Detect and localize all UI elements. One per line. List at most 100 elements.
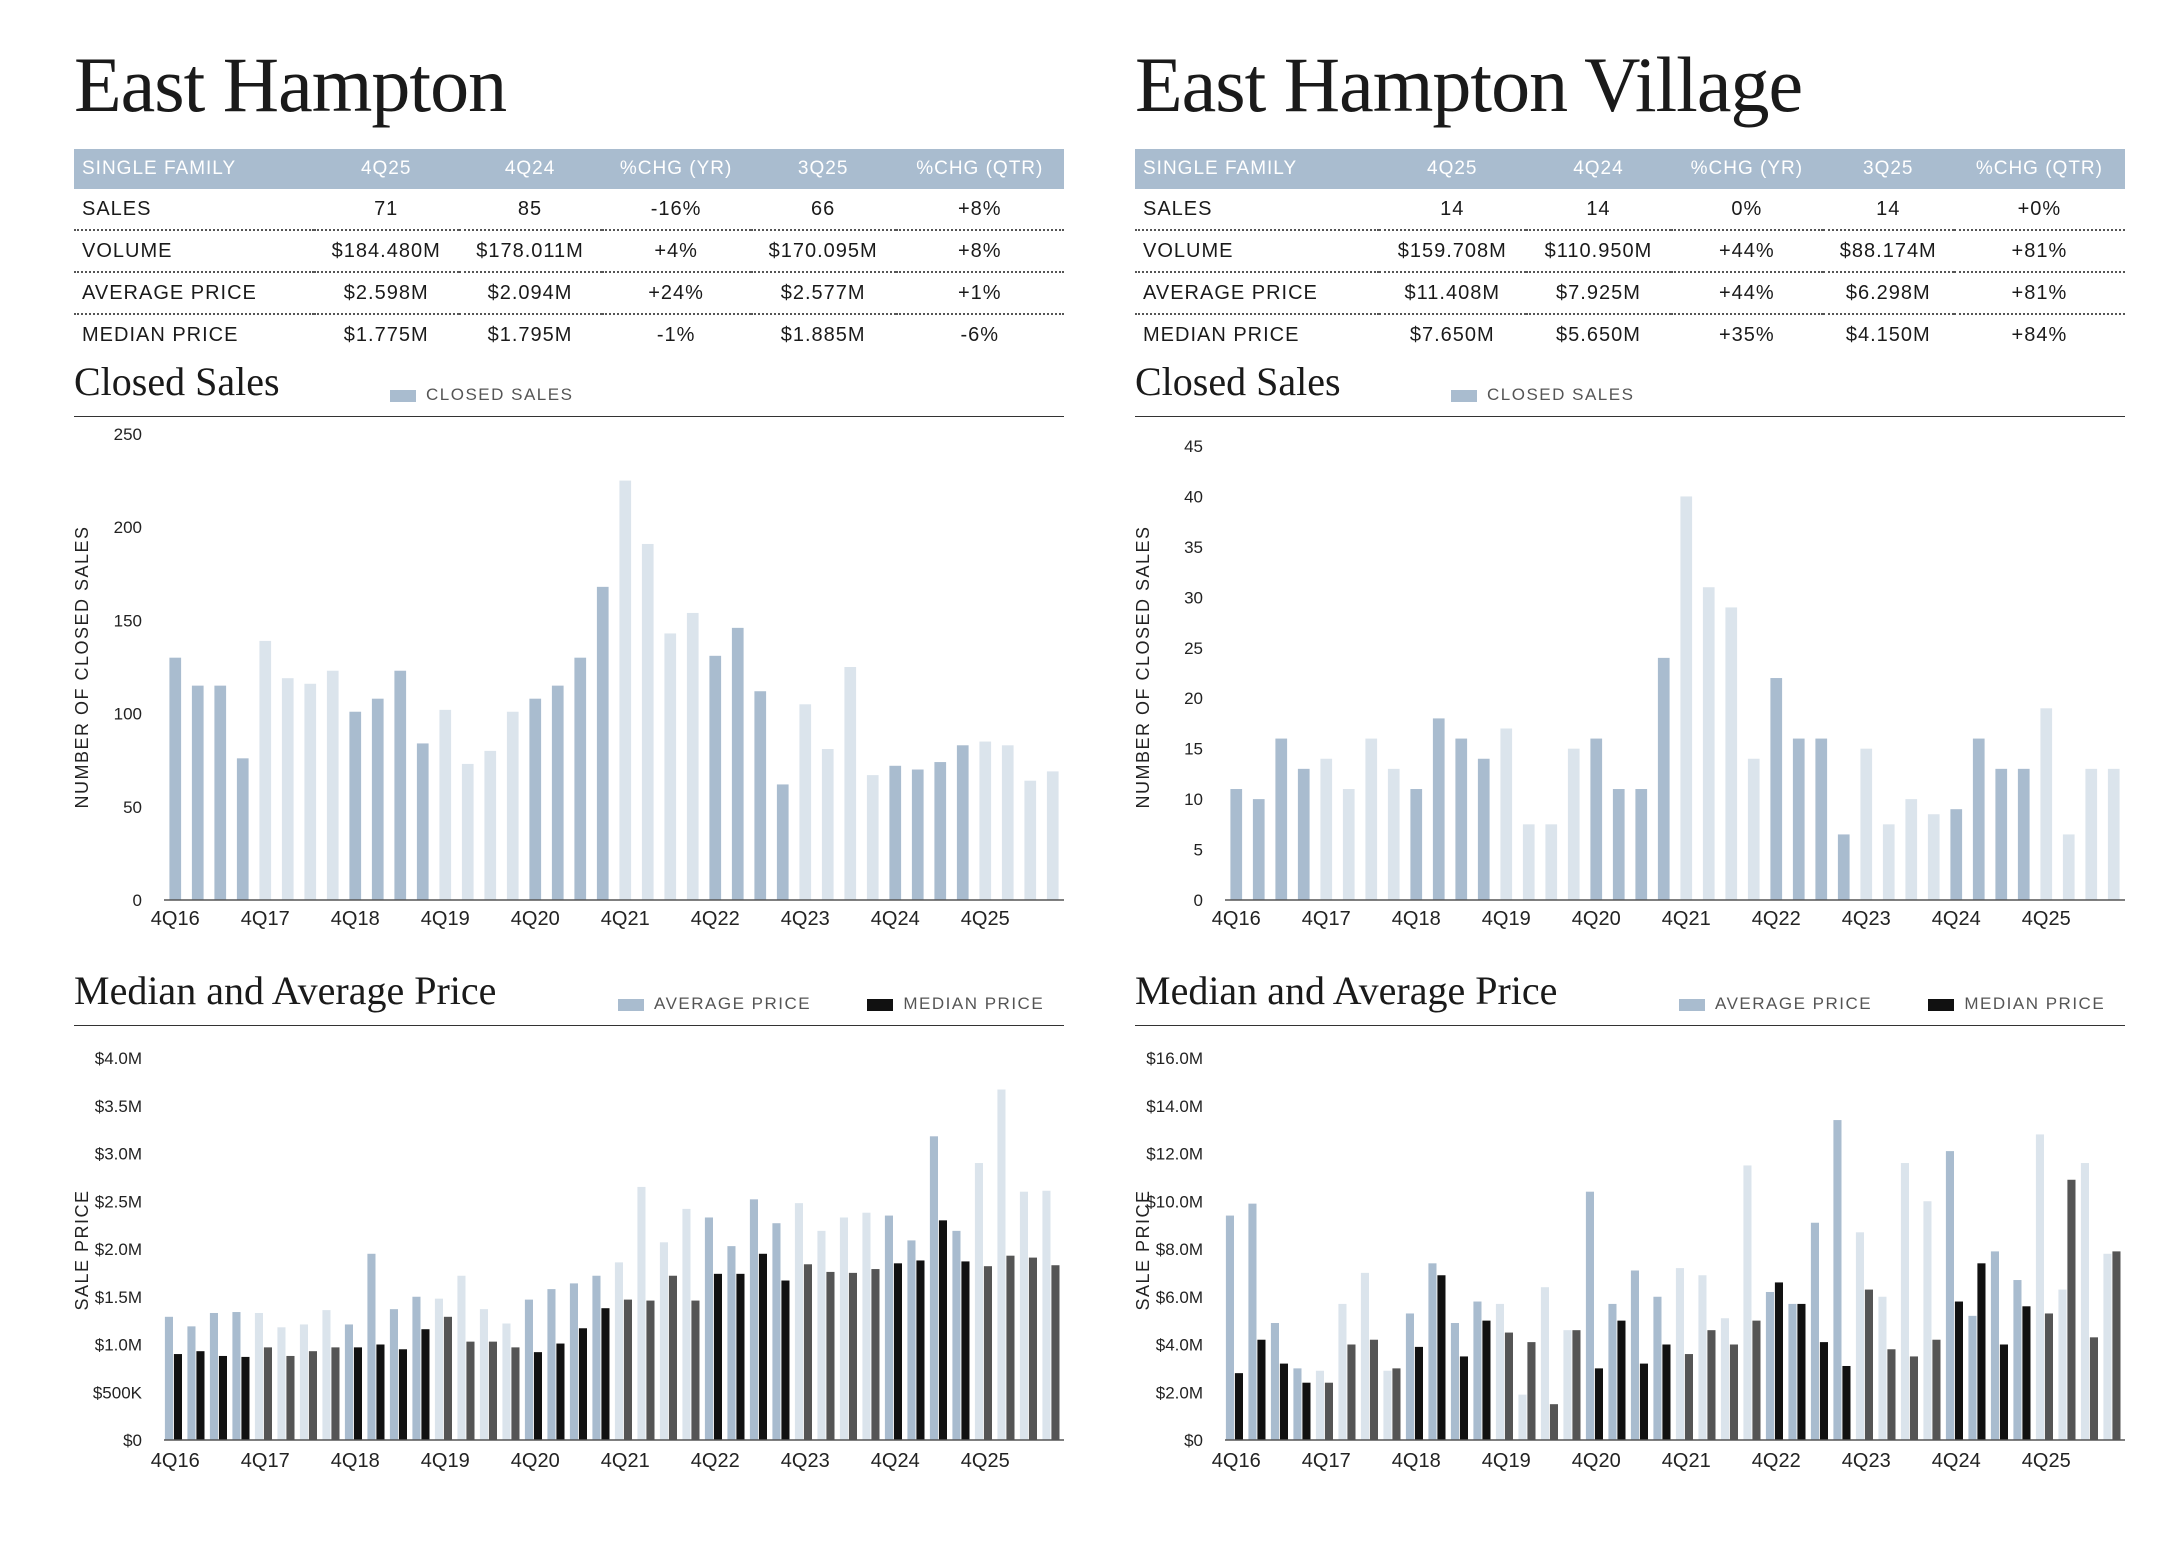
median-price-bar <box>961 1261 970 1440</box>
table-cell: VOLUME <box>1135 230 1379 273</box>
median-price-bar <box>421 1329 430 1440</box>
closed-sales-bar <box>551 685 564 900</box>
average-price-bar <box>569 1283 578 1440</box>
table-cell: $4.150M <box>1845 323 1931 346</box>
table-cell: $1.885M <box>780 323 866 346</box>
table-header: 4Q25 <box>1378 149 1526 189</box>
closed-sales-bar <box>1680 496 1693 900</box>
closed-sales-bar <box>776 784 789 900</box>
median-price-bar <box>218 1355 227 1440</box>
price-chart: SALE PRICE $0 $2.0M $4.0M $6.0M $8.0M $10.0M $1… <box>1133 1049 2125 1472</box>
table-row: VOLUME $159.708M $110.950M +44% $88.174M… <box>1135 230 2125 273</box>
table-cell: MEDIAN PRICE <box>82 323 239 346</box>
median-price-bar <box>938 1220 947 1440</box>
y-tick-label: $10.0M <box>1146 1192 1203 1211</box>
legend-swatch <box>390 389 416 402</box>
legend-label: CLOSED SALES <box>426 385 574 404</box>
closed-sales-bar <box>821 749 834 900</box>
x-tick-label: 4Q21 <box>601 1450 650 1472</box>
closed-sales-bar <box>1387 768 1400 900</box>
average-price-bar <box>187 1326 196 1440</box>
average-price-bar <box>1563 1330 1572 1440</box>
y-tick-label: $2.0M <box>95 1240 142 1259</box>
average-price-bar <box>1019 1191 1028 1440</box>
median-price-bar <box>1842 1365 1851 1440</box>
table-cell: +1% <box>895 272 1064 315</box>
section-rule <box>74 416 1064 417</box>
table-cell: -6% <box>960 323 1000 346</box>
closed-sales-bar <box>169 657 182 900</box>
legend-swatch <box>1928 998 1955 1011</box>
legend-swatch <box>1679 998 1705 1011</box>
x-tick-label: 4Q17 <box>1302 908 1351 930</box>
x-tick-label: 4Q23 <box>1842 1450 1891 1472</box>
x-tick-label: 4Q16 <box>151 908 200 930</box>
average-price-bar <box>299 1324 308 1440</box>
closed-sales-bar <box>956 745 969 900</box>
average-price-bar <box>1405 1313 1414 1440</box>
table-cell: +0% <box>1953 189 2125 231</box>
section-rule <box>1135 1025 2125 1026</box>
closed-sales-bar <box>1567 748 1580 900</box>
x-tick-label: 4Q20 <box>1572 908 1621 930</box>
median-price-bar <box>578 1328 587 1440</box>
legend-swatch <box>1451 389 1477 402</box>
x-tick-label: 4Q23 <box>781 1450 830 1472</box>
median-price-bar <box>1234 1373 1243 1440</box>
x-tick-label: 4Q25 <box>961 908 1010 930</box>
closed-sales-bar <box>1252 799 1265 900</box>
median-price-bar <box>601 1308 610 1440</box>
average-price-bar <box>1360 1272 1369 1440</box>
closed-sales-bar <box>371 698 384 900</box>
average-price-bar <box>1675 1268 1684 1440</box>
average-price-bar <box>1428 1263 1437 1440</box>
average-price-bar <box>1248 1203 1257 1440</box>
closed-sales-bar <box>416 743 429 900</box>
x-tick-label: 4Q20 <box>1572 1450 1621 1472</box>
median-price-bar <box>1729 1344 1738 1440</box>
median-price-bar <box>376 1344 385 1440</box>
x-tick-label: 4Q19 <box>421 908 470 930</box>
closed-sales-bar <box>349 711 362 900</box>
median-price-bar <box>1527 1342 1536 1440</box>
average-price-bar <box>2080 1163 2089 1440</box>
closed-sales-bar <box>1590 738 1603 900</box>
median-price-bar <box>1549 1404 1558 1440</box>
average-price-bar <box>1878 1296 1887 1440</box>
average-price-bar <box>254 1312 263 1440</box>
average-price-bar <box>1945 1151 1954 1440</box>
average-price-bar <box>727 1246 736 1440</box>
y-tick-label: 50 <box>123 798 142 817</box>
median-price-bar <box>398 1349 407 1440</box>
average-price-bar <box>1293 1368 1302 1440</box>
median-price-bar <box>1932 1339 1941 1440</box>
x-tick-label: 4Q23 <box>781 908 830 930</box>
closed-sales-bar <box>731 627 744 900</box>
closed-sales-bar <box>754 691 767 900</box>
section-rule <box>74 1025 1064 1026</box>
y-tick-label: 0 <box>133 891 142 910</box>
median-price-bar <box>736 1273 745 1440</box>
x-tick-label: 4Q16 <box>1212 1450 1261 1472</box>
y-tick-label: 150 <box>114 611 142 630</box>
price-chart-title: Median and Average Price <box>1135 968 1558 1013</box>
x-tick-label: 4Q23 <box>1842 908 1891 930</box>
average-price-bar <box>322 1310 331 1440</box>
table-cell: +35% <box>1719 323 1775 346</box>
median-price-bar <box>1684 1354 1693 1440</box>
average-price-bar <box>659 1242 668 1440</box>
closed-sales-title: Closed Sales <box>74 359 280 404</box>
average-price-bar <box>772 1223 781 1440</box>
legend-label: AVERAGE PRICE <box>654 994 812 1013</box>
x-tick-label: 4Q24 <box>871 908 920 930</box>
closed-sales-bar <box>619 480 632 900</box>
table-cell: AVERAGE PRICE <box>1135 272 1379 315</box>
y-tick-label: 20 <box>1184 689 1203 708</box>
average-price-bar <box>682 1208 691 1440</box>
east-hampton-panel: East Hampton SINGLE FAMILY 4Q25 4Q24 %CH… <box>72 0 1064 1548</box>
median-price-bar <box>1324 1382 1333 1440</box>
closed-sales-bar <box>394 670 407 900</box>
table-cell: $7.925M <box>1525 272 1672 315</box>
median-price-bar <box>1954 1301 1963 1440</box>
average-price-bar <box>277 1327 286 1440</box>
